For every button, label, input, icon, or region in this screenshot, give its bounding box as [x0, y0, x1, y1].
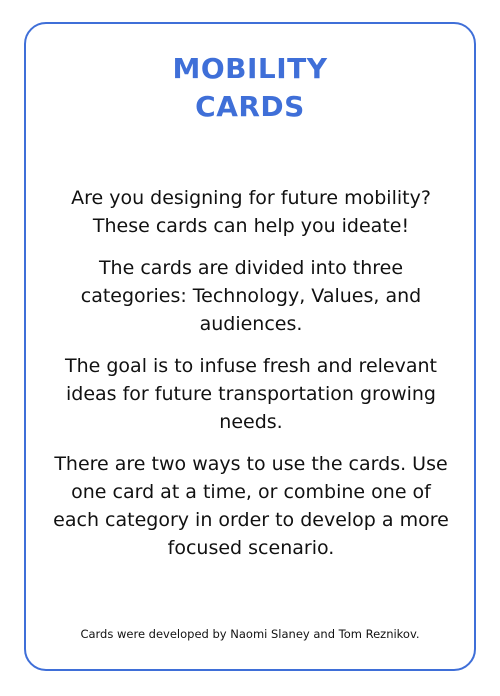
categories-paragraph: The cards are divided into three categor… — [80, 257, 422, 335]
card-title-line-2: CARDS — [195, 90, 305, 123]
card-body: Are you designing for future mobility? T… — [48, 184, 454, 576]
usage-paragraph: There are two ways to use the cards. Use… — [53, 453, 449, 559]
card-title: MOBILITY CARDS — [26, 50, 474, 126]
card-title-line-1: MOBILITY — [172, 52, 328, 85]
credit-line: Cards were developed by Naomi Slaney and… — [80, 627, 420, 641]
goal-paragraph: The goal is to infuse fresh and relevant… — [64, 355, 437, 433]
intro-paragraph: Are you designing for future mobility? T… — [71, 187, 431, 237]
mobility-card: MOBILITY CARDS Are you designing for fut… — [24, 22, 476, 671]
